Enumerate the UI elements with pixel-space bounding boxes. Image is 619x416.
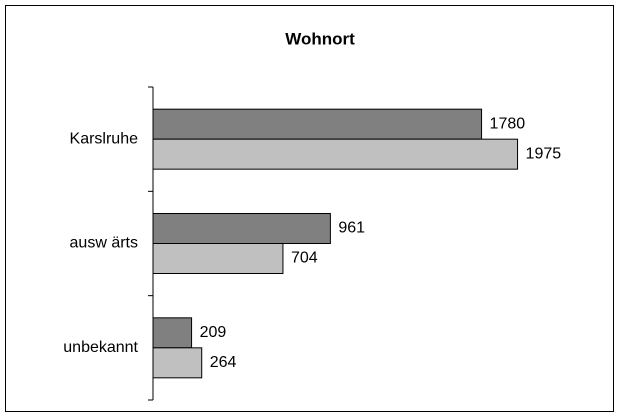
chart-border [5, 5, 614, 412]
value-label: 1975 [526, 145, 562, 162]
chart-title: Wohnort [285, 29, 355, 48]
value-label: 1780 [490, 115, 526, 132]
bar [152, 317, 193, 349]
value-label: 961 [338, 220, 365, 237]
y-tick-label: Karslruhe [70, 130, 139, 147]
value-label: 704 [291, 250, 318, 267]
bar [152, 108, 483, 140]
bar [152, 138, 519, 170]
bar [152, 213, 331, 244]
value-label: 209 [200, 324, 227, 341]
value-label: 264 [210, 354, 237, 371]
bar [152, 243, 284, 274]
bar [152, 347, 203, 379]
y-tick-label: unbekannt [63, 339, 138, 356]
y-tick-label: ausw ärts [70, 235, 138, 252]
